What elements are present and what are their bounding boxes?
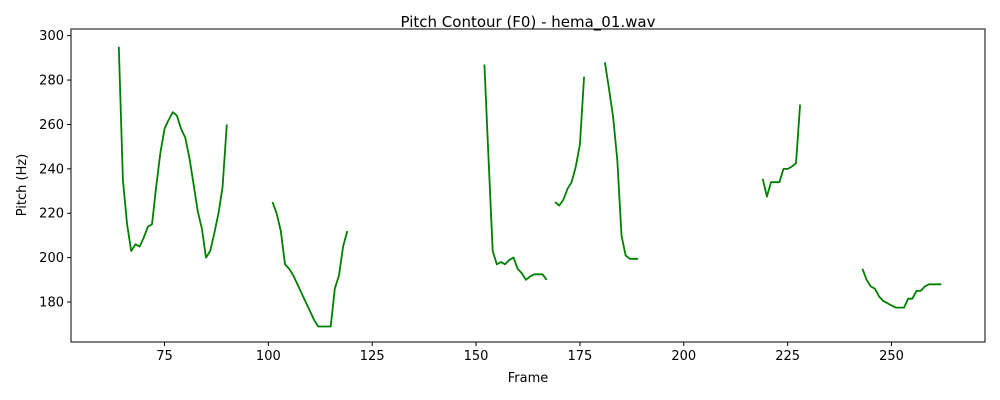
pitch-line-segment-6 [761, 104, 801, 198]
x-tick-label: 225 [775, 349, 800, 364]
y-axis-label: Pitch (Hz) [15, 154, 30, 217]
x-tick-label: 200 [671, 349, 696, 364]
pitch-line-segment-2 [271, 201, 349, 328]
plot-frame [70, 28, 986, 343]
y-tick-label: 180 [39, 296, 64, 311]
y-tick-label: 280 [39, 74, 64, 89]
pitch-line-segment-4 [554, 76, 585, 207]
pitch-line-segment-7 [861, 268, 942, 309]
pitch-line-segment-5 [604, 62, 639, 260]
x-tick-label: 125 [360, 349, 385, 364]
x-axis-label: Frame [508, 371, 549, 386]
plot-area [117, 46, 942, 328]
pitch-line-segment-3 [483, 64, 548, 281]
y-tick-label: 300 [39, 29, 64, 44]
x-tick-label: 175 [568, 349, 593, 364]
y-tick-label: 220 [39, 207, 64, 222]
y-tick-label: 200 [39, 251, 64, 266]
x-tick-label: 100 [256, 349, 281, 364]
chart-title: Pitch Contour (F0) - hema_01.wav [401, 13, 656, 32]
pitch-line-segment-1 [117, 46, 228, 259]
y-tick-label: 260 [39, 118, 64, 133]
x-tick-label: 250 [879, 349, 904, 364]
y-tick-label: 240 [39, 162, 64, 177]
x-tick-label: 150 [464, 349, 489, 364]
x-tick-label: 75 [156, 349, 173, 364]
axes: 75 100 125 150 175 200 225 250 180 200 220 240 260 28… [39, 29, 904, 364]
